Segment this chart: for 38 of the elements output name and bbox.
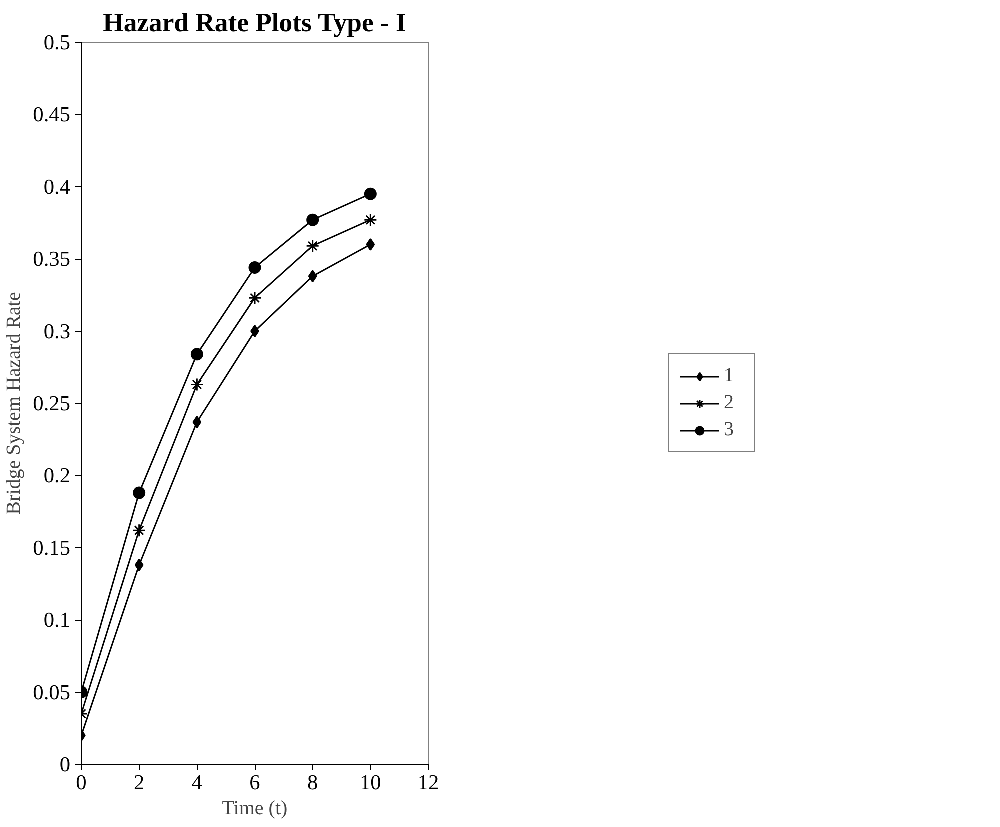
point	[364, 188, 377, 200]
point	[190, 378, 204, 392]
x-tick-label: 2	[134, 770, 145, 794]
y-tick-label: 0.5	[44, 30, 71, 54]
point	[248, 262, 262, 274]
point	[134, 558, 144, 572]
x-axis-title: Time (t)	[222, 798, 288, 820]
y-tick-label: 0	[60, 752, 71, 776]
x-tick-label: 0	[76, 770, 87, 794]
point	[366, 238, 376, 251]
y-axis-title: Bridge System Hazard Rate	[3, 292, 26, 515]
y-tick-label: 0.4	[44, 174, 71, 199]
point	[364, 213, 378, 227]
legend-label: 2	[724, 392, 735, 414]
y-tick-label: 0.3	[44, 319, 71, 344]
point	[190, 348, 204, 361]
x-tick-label: 12	[418, 770, 440, 794]
point	[132, 524, 146, 538]
x-tick-label: 8	[308, 770, 318, 794]
y-tick-label: 0.05	[33, 680, 71, 704]
y-tick-label: 0.15	[33, 536, 71, 560]
y-tick-label: 0.1	[44, 608, 71, 632]
legend-label: 1	[724, 364, 735, 388]
x-tick-label: 6	[250, 770, 261, 794]
y-tick-label: 0.35	[33, 247, 71, 272]
legend-label: 3	[724, 418, 735, 442]
y-tick-label: 0.25	[33, 392, 71, 416]
point	[308, 270, 318, 283]
point	[133, 486, 146, 500]
x-tick-label: 4	[192, 770, 203, 794]
x-tick-label: 10	[360, 770, 382, 794]
point	[306, 214, 320, 226]
point	[306, 239, 320, 253]
point	[248, 291, 262, 305]
y-tick-label: 0.45	[33, 102, 71, 127]
point	[192, 416, 202, 429]
chart-title: Hazard Rate Plots Type - I	[103, 8, 406, 38]
y-tick-label: 0.2	[44, 464, 71, 488]
